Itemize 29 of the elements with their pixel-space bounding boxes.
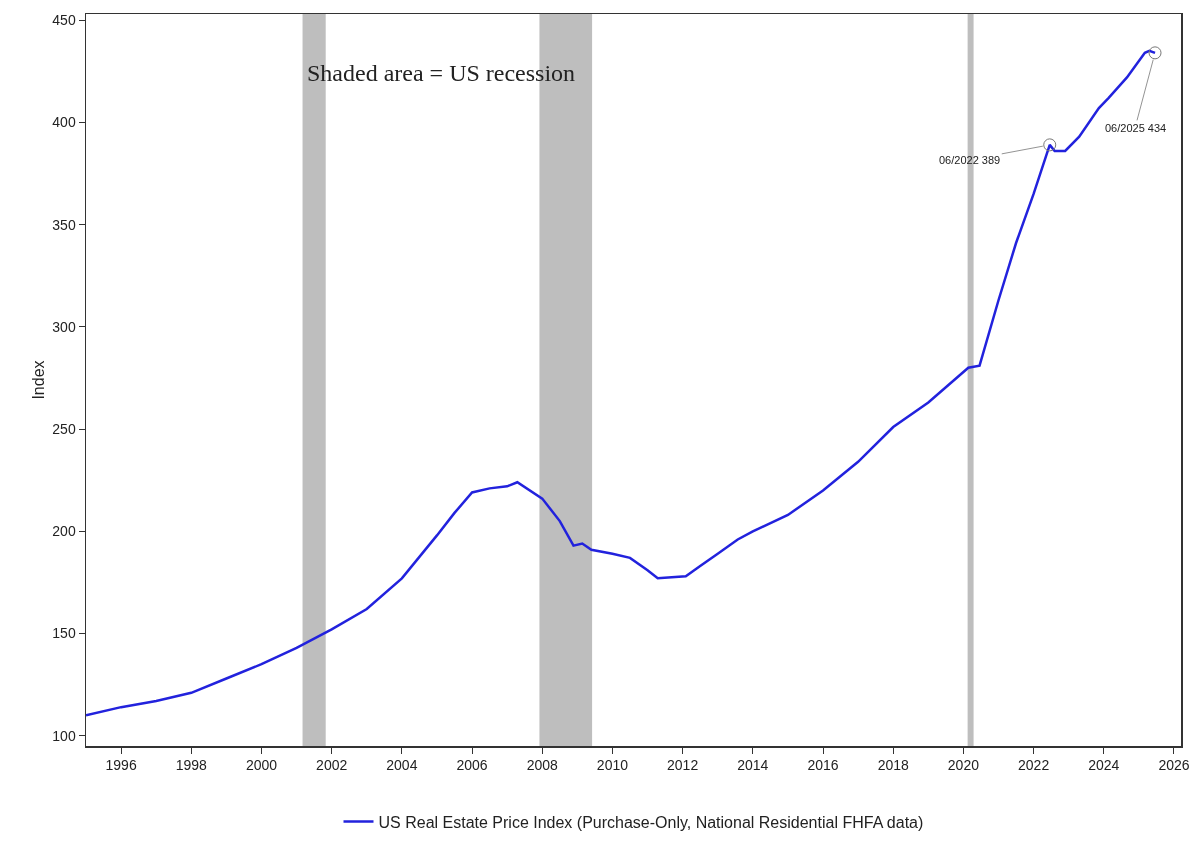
x-tick-label: 2008: [526, 757, 559, 774]
x-tick-label: 2018: [877, 757, 909, 774]
x-tick-label: 1996: [105, 757, 137, 774]
x-tick-label: 2026: [1158, 757, 1190, 774]
x-tick-label: 2012: [667, 757, 699, 774]
y-tick-label: 400: [52, 114, 76, 131]
y-tick-label: 350: [52, 216, 76, 233]
y-tick-label: 150: [52, 625, 76, 642]
x-tick-label: 2014: [737, 757, 769, 774]
y-tick-label: 300: [52, 318, 76, 335]
x-tick-label: 2020: [947, 757, 980, 774]
y-tick-label: 450: [52, 12, 76, 29]
x-tick-label: 2024: [1088, 757, 1120, 774]
annotation: 06/2022 389: [939, 154, 1001, 166]
y-tick-label: 100: [52, 727, 76, 744]
x-tick-label: 2010: [596, 757, 629, 774]
annotation: Shaded area = US recession: [307, 60, 576, 86]
x-tick-label: 2000: [245, 757, 278, 774]
y-tick-label: 200: [52, 523, 76, 540]
x-tick-label: 2006: [456, 757, 488, 774]
legend-label: US Real Estate Price Index (Purchase-Only, National Residential FHFA data): [378, 813, 924, 831]
x-tick-label: 2016: [807, 757, 839, 774]
annotation: 06/2025 434: [1105, 122, 1167, 134]
y-tick-label: 250: [52, 420, 76, 437]
x-tick-label: 2022: [1018, 757, 1050, 774]
x-tick-label: 1998: [175, 757, 208, 774]
x-tick-label: 2002: [316, 757, 348, 774]
x-tick-label: 2004: [386, 757, 418, 774]
y-axis-title: Index: [29, 360, 47, 400]
